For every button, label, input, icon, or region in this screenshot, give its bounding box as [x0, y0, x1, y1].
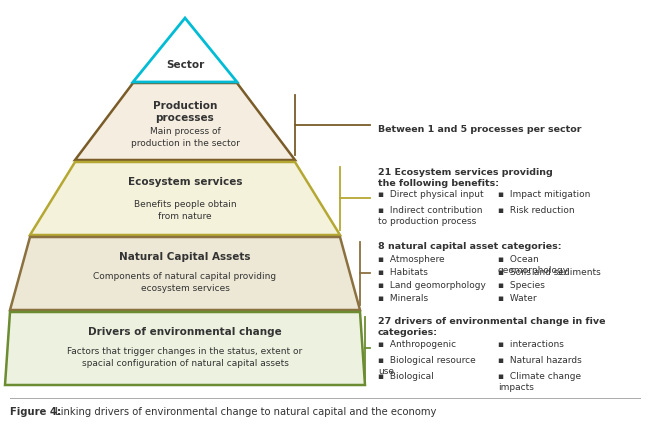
Text: ▪  Water: ▪ Water	[498, 294, 537, 303]
Polygon shape	[133, 18, 237, 82]
Text: 27 drivers of environmental change in five
categories:: 27 drivers of environmental change in fi…	[378, 317, 606, 337]
Text: ▪  Natural hazards: ▪ Natural hazards	[498, 356, 582, 365]
Text: ▪  Risk reduction: ▪ Risk reduction	[498, 206, 575, 215]
Text: ▪  Indirect contribution
to production process: ▪ Indirect contribution to production pr…	[378, 206, 482, 226]
Text: ▪  Biological: ▪ Biological	[378, 372, 434, 381]
Polygon shape	[10, 237, 360, 310]
Text: Figure 4:: Figure 4:	[10, 407, 61, 417]
Text: Between 1 and 5 processes per sector: Between 1 and 5 processes per sector	[378, 125, 582, 134]
Text: ▪  Biological resource
use: ▪ Biological resource use	[378, 356, 476, 376]
Text: ▪  interactions: ▪ interactions	[498, 340, 564, 349]
Text: 8 natural capital asset categories:: 8 natural capital asset categories:	[378, 242, 562, 251]
Text: ▪  Direct physical input: ▪ Direct physical input	[378, 190, 484, 199]
Text: ▪  Species: ▪ Species	[498, 281, 545, 290]
Text: ▪  Anthropogenic: ▪ Anthropogenic	[378, 340, 456, 349]
Polygon shape	[30, 162, 340, 235]
Text: ▪  Impact mitigation: ▪ Impact mitigation	[498, 190, 590, 199]
Text: ▪  Soils and sediments: ▪ Soils and sediments	[498, 268, 601, 277]
Text: Natural Capital Assets: Natural Capital Assets	[119, 252, 251, 262]
Text: ▪  Land geomorphology: ▪ Land geomorphology	[378, 281, 486, 290]
Text: 21 Ecosystem services providing
the following benefits:: 21 Ecosystem services providing the foll…	[378, 168, 552, 188]
Text: Sector: Sector	[166, 60, 204, 70]
Text: ▪  Climate change
impacts: ▪ Climate change impacts	[498, 372, 581, 392]
Text: Factors that trigger changes in the status, extent or
spacial configuration of n: Factors that trigger changes in the stat…	[68, 347, 303, 368]
Text: Benefits people obtain
from nature: Benefits people obtain from nature	[134, 200, 237, 221]
Text: ▪  Atmosphere: ▪ Atmosphere	[378, 255, 445, 264]
Polygon shape	[75, 83, 295, 160]
Text: Components of natural capital providing
ecosystem services: Components of natural capital providing …	[94, 272, 276, 293]
Text: ▪  Minerals: ▪ Minerals	[378, 294, 428, 303]
Polygon shape	[5, 312, 365, 385]
Text: ▪  Ocean
geomorphology: ▪ Ocean geomorphology	[498, 255, 569, 275]
Text: Main process of
production in the sector: Main process of production in the sector	[131, 127, 239, 148]
Text: Production
processes: Production processes	[153, 101, 217, 122]
Text: Linking drivers of environmental change to natural capital and the economy: Linking drivers of environmental change …	[52, 407, 436, 417]
Text: ▪  Habitats: ▪ Habitats	[378, 268, 428, 277]
Text: Drivers of environmental change: Drivers of environmental change	[88, 327, 282, 337]
Text: Ecosystem services: Ecosystem services	[128, 177, 242, 187]
